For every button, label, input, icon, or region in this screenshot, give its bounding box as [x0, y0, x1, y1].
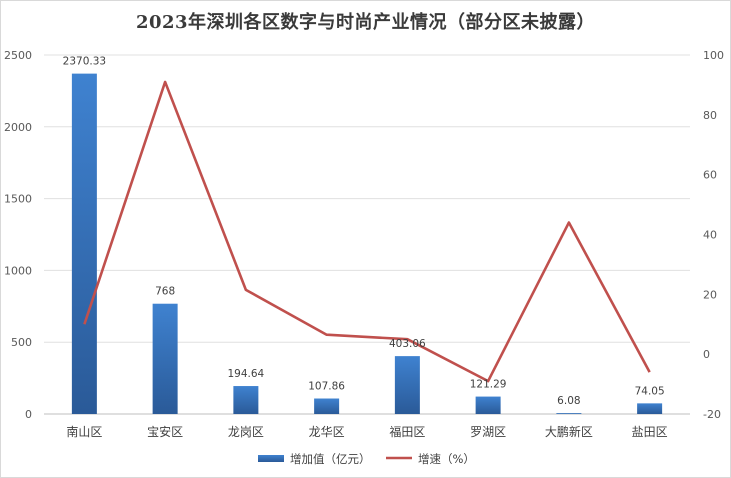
bar-series — [71, 73, 663, 415]
data-label: 403.06 — [389, 338, 426, 350]
right-tick-label: 100 — [703, 49, 724, 62]
data-label: 6.08 — [557, 395, 580, 407]
category-label: 龙华区 — [309, 425, 345, 439]
growth-line — [83, 80, 651, 383]
data-label: 768 — [155, 286, 175, 298]
data-label: 2370.33 — [63, 56, 106, 68]
bar — [152, 303, 178, 414]
right-tick-label: 60 — [703, 169, 717, 182]
left-tick-label: 500 — [11, 336, 32, 349]
legend-line-label: 增速（%） — [418, 452, 475, 466]
bar — [637, 403, 663, 414]
data-label: 74.05 — [635, 385, 665, 397]
bar — [475, 396, 501, 414]
category-label: 宝安区 — [147, 424, 183, 439]
bar — [556, 413, 582, 414]
category-label: 盐田区 — [632, 425, 668, 439]
category-label: 龙岗区 — [228, 425, 264, 439]
data-label: 194.64 — [228, 368, 265, 380]
gridlines — [44, 54, 690, 415]
left-tick-label: 1000 — [4, 264, 32, 277]
category-label: 大鹏新区 — [545, 424, 593, 439]
right-tick-label: 80 — [703, 109, 717, 122]
chart-title: 2023年深圳各区数字与时尚产业情况（部分区未披露） — [135, 12, 596, 33]
legend: 增加值（亿元） 增速（%） — [258, 452, 475, 466]
category-labels: 南山区 宝安区 龙岗区 龙华区 福田区 罗湖区 大鹏新区 盐田区 — [66, 424, 667, 439]
data-label: 121.29 — [470, 379, 507, 391]
category-label: 南山区 — [66, 424, 102, 439]
line-series — [83, 80, 651, 383]
left-tick-label: 2500 — [4, 49, 32, 62]
bar — [71, 73, 97, 415]
bar — [233, 386, 259, 414]
legend-bar-swatch — [258, 455, 284, 462]
left-tick-label: 1500 — [4, 193, 32, 206]
right-tick-label: 40 — [703, 229, 717, 242]
data-labels: 2370.33 768 194.64 107.86 403.06 121.29 6.08 74… — [63, 56, 665, 408]
right-tick-label: 0 — [703, 348, 710, 361]
bar — [394, 356, 420, 414]
data-label: 107.86 — [308, 381, 345, 393]
category-label: 罗湖区 — [470, 424, 506, 439]
right-tick-label: 20 — [703, 288, 717, 301]
right-axis-ticks: -20 0 20 40 60 80 100 — [703, 49, 724, 421]
left-axis-ticks: 0 500 1000 1500 2000 2500 — [4, 49, 32, 421]
category-label: 福田区 — [389, 424, 425, 439]
legend-bar-label: 增加值（亿元） — [290, 452, 371, 466]
left-tick-label: 2000 — [4, 121, 32, 134]
bar — [314, 398, 340, 414]
right-tick-label: -20 — [703, 408, 721, 421]
left-tick-label: 0 — [25, 408, 32, 421]
